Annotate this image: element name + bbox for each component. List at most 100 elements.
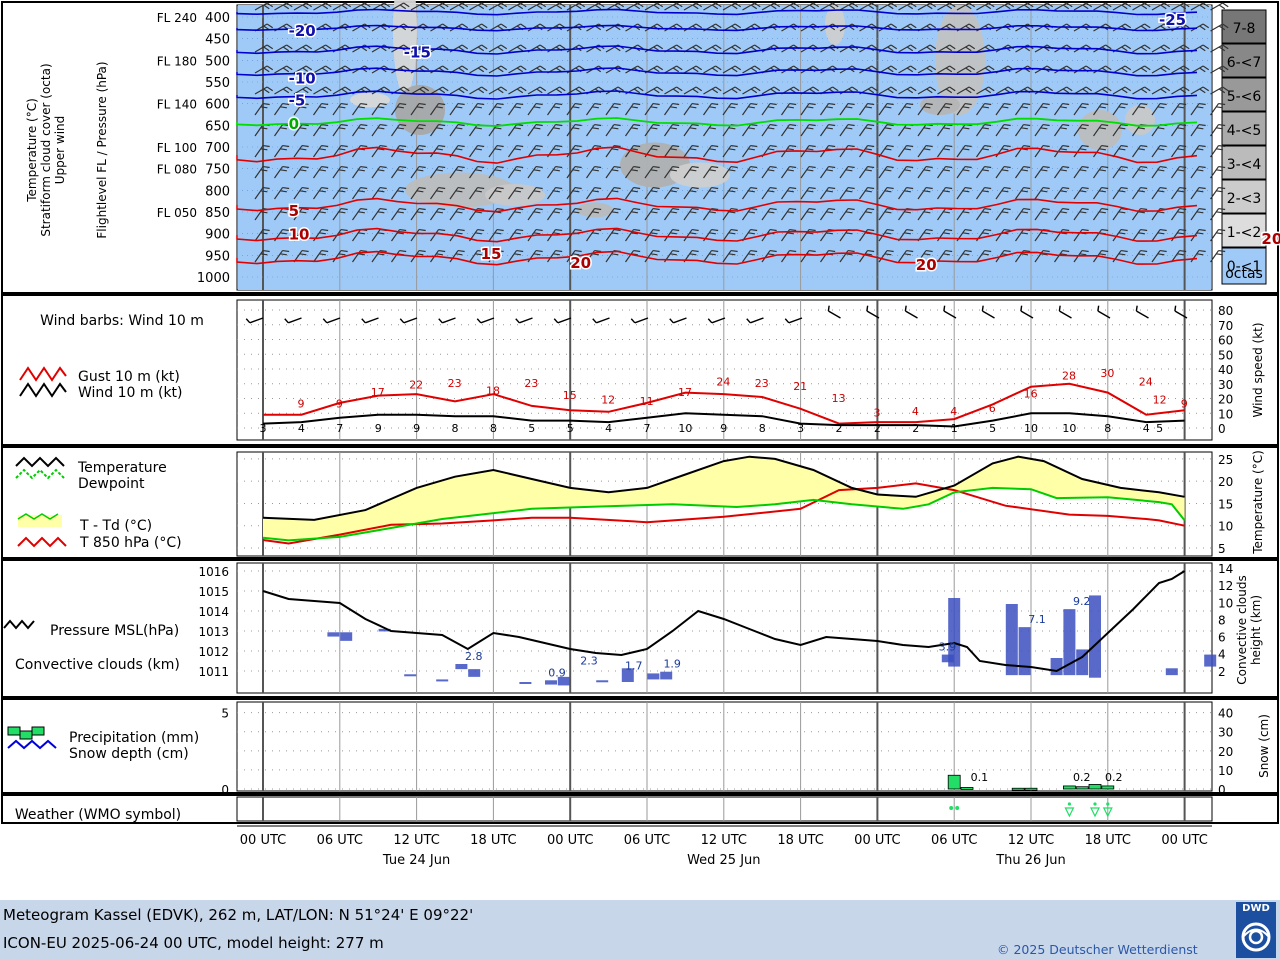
upper-wind-barb (722, 186, 738, 200)
barb-stroke (644, 249, 660, 263)
barb-stroke (399, 317, 418, 324)
cloud-legend-swatch (1221, 77, 1267, 112)
convective-bar (468, 669, 481, 677)
cloud-legend-swatch (1221, 179, 1267, 214)
hour-tick-label: 00 UTC (1161, 833, 1207, 848)
surface-wind-barb (943, 305, 957, 319)
barb-stroke (664, 207, 680, 221)
convective-value-label: 0.9 (548, 666, 566, 679)
isotherm-line (236, 227, 1198, 243)
barb-stroke (488, 44, 508, 53)
barb-stroke (878, 165, 894, 179)
upper-wind-barb (898, 65, 917, 74)
barb-stroke (1151, 65, 1171, 74)
upper-wind-barb (1132, 228, 1148, 242)
surface-wind-barb (438, 317, 456, 324)
upper-wind-barb (1171, 2, 1190, 11)
cloud-ylabel-temp: Temperature (°C) (25, 98, 39, 203)
barb-stroke (1132, 65, 1151, 74)
cloud-patch (577, 202, 613, 218)
barb-stroke (488, 86, 508, 95)
wind-value-label: 4 (605, 422, 612, 435)
barb-stroke (937, 65, 956, 74)
upper-wind-barb (274, 102, 290, 116)
barb-stroke (1171, 102, 1187, 116)
barb-stroke (361, 317, 379, 324)
upper-wind-barb (839, 2, 859, 11)
upper-wind-barb (313, 65, 332, 74)
snow-ylabel: Snow (cm) (1257, 714, 1271, 778)
gust-value-label: 30 (1100, 367, 1114, 380)
isotherm-label: -25 (1159, 11, 1186, 29)
upper-wind-barb (488, 65, 508, 74)
upper-wind-barb (644, 2, 664, 11)
wind-value-label: 9 (720, 422, 727, 435)
t850-legend-label: T 850 hPa (°C) (79, 535, 182, 551)
barb-stroke (644, 102, 660, 116)
barb-stroke (898, 2, 917, 11)
surface-wind-barb (1058, 305, 1072, 319)
precip-bar (1101, 785, 1115, 790)
upper-wind-barb (1132, 165, 1148, 179)
upper-wind-barb (800, 2, 820, 11)
barb-stroke (800, 207, 816, 221)
upper-wind-barb (800, 102, 816, 116)
barb-stroke (488, 249, 504, 263)
barb-stroke (937, 144, 953, 158)
barb-stroke (1034, 102, 1050, 116)
wind-value-label: 8 (452, 422, 459, 435)
barb-stroke (332, 165, 348, 179)
upper-wind-barb (332, 86, 352, 95)
upper-wind-barb (683, 207, 699, 221)
upper-wind-barb (469, 65, 488, 74)
upper-wind-barb (742, 144, 758, 158)
upper-wind-barb (917, 165, 933, 179)
barb-stroke (1054, 207, 1070, 221)
upper-wind-barb (1073, 123, 1089, 137)
temperature-legend-label: Temperature (77, 460, 167, 476)
upper-wind-barb (820, 123, 836, 137)
upper-wind-barb (859, 207, 875, 221)
barb-stroke (391, 186, 407, 200)
upper-wind-barb (644, 186, 660, 200)
isotherm-label: 10 (289, 226, 310, 244)
barb-stroke (995, 207, 1011, 221)
surface-wind-barb (1135, 305, 1149, 319)
gust-value-label: 17 (678, 386, 692, 399)
barb-stroke (820, 186, 836, 200)
barb-stroke (1073, 144, 1089, 158)
barb-stroke (937, 2, 956, 11)
barb-stroke (683, 207, 699, 221)
convective-bar (647, 673, 660, 680)
upper-wind-barb (1151, 144, 1167, 158)
barb-stroke (781, 165, 797, 179)
barb-stroke (488, 65, 508, 74)
upper-wind-barb (956, 144, 972, 158)
barb-stroke (566, 165, 582, 179)
precip-legend-label: Precipitation (mm) (69, 730, 199, 746)
barb-stroke (878, 186, 894, 200)
surface-wind-barb (866, 305, 880, 319)
upper-wind-barb (527, 86, 547, 95)
barb-stroke (1151, 44, 1171, 53)
upper-wind-barb (800, 165, 816, 179)
upper-wind-barb (722, 86, 742, 95)
upper-wind-barb (410, 207, 426, 221)
upper-wind-barb (878, 186, 894, 200)
upper-wind-barb (1190, 102, 1206, 116)
upper-wind-barb (508, 186, 524, 200)
upper-wind-barb (254, 44, 274, 53)
barb-stroke (1151, 86, 1171, 95)
barb-stroke (956, 86, 976, 95)
upper-wind-barb (469, 86, 488, 95)
barb-stroke (1112, 165, 1128, 179)
barb-stroke (703, 186, 719, 200)
barb-stroke (664, 65, 683, 74)
precip-bar (960, 787, 974, 790)
barb-stroke (820, 207, 836, 221)
barb-stroke (722, 186, 738, 200)
precip-legend-icon (31, 726, 45, 736)
barb-stroke (937, 86, 956, 95)
barb-stroke (1151, 249, 1167, 263)
shower-symbol-icon (1064, 807, 1075, 818)
